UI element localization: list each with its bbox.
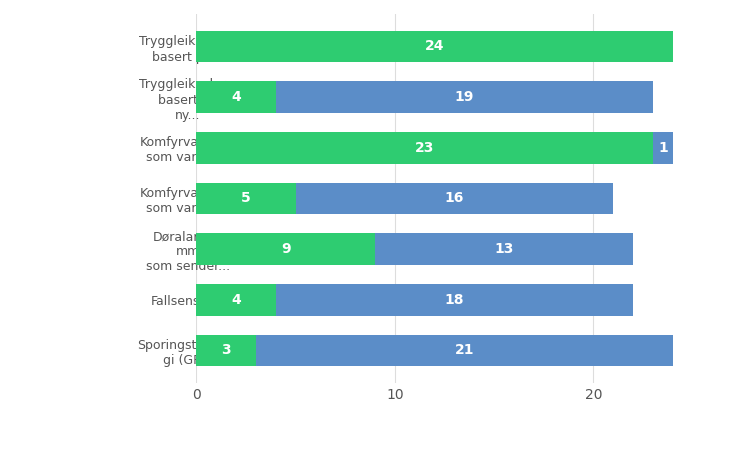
Text: 1: 1 bbox=[658, 141, 667, 155]
Bar bbox=[196, 132, 653, 163]
Text: 19: 19 bbox=[455, 90, 474, 104]
Bar bbox=[196, 284, 276, 316]
Text: 3: 3 bbox=[221, 343, 231, 357]
Bar bbox=[196, 183, 295, 214]
Text: 4: 4 bbox=[231, 90, 241, 104]
Bar bbox=[196, 81, 276, 113]
Text: 4: 4 bbox=[231, 293, 241, 307]
Bar bbox=[276, 81, 653, 113]
Text: 24: 24 bbox=[425, 40, 444, 54]
Bar bbox=[196, 335, 256, 366]
Text: 21: 21 bbox=[455, 343, 474, 357]
Text: 18: 18 bbox=[445, 293, 464, 307]
Bar bbox=[375, 234, 633, 265]
Bar bbox=[256, 335, 673, 366]
Bar bbox=[295, 183, 613, 214]
Text: 23: 23 bbox=[415, 141, 434, 155]
Bar bbox=[653, 132, 673, 163]
Text: 5: 5 bbox=[241, 191, 251, 205]
Bar bbox=[276, 284, 633, 316]
Bar bbox=[196, 234, 375, 265]
Bar bbox=[196, 31, 673, 62]
Text: 16: 16 bbox=[445, 191, 464, 205]
Text: 9: 9 bbox=[281, 242, 291, 256]
Text: 13: 13 bbox=[495, 242, 513, 256]
